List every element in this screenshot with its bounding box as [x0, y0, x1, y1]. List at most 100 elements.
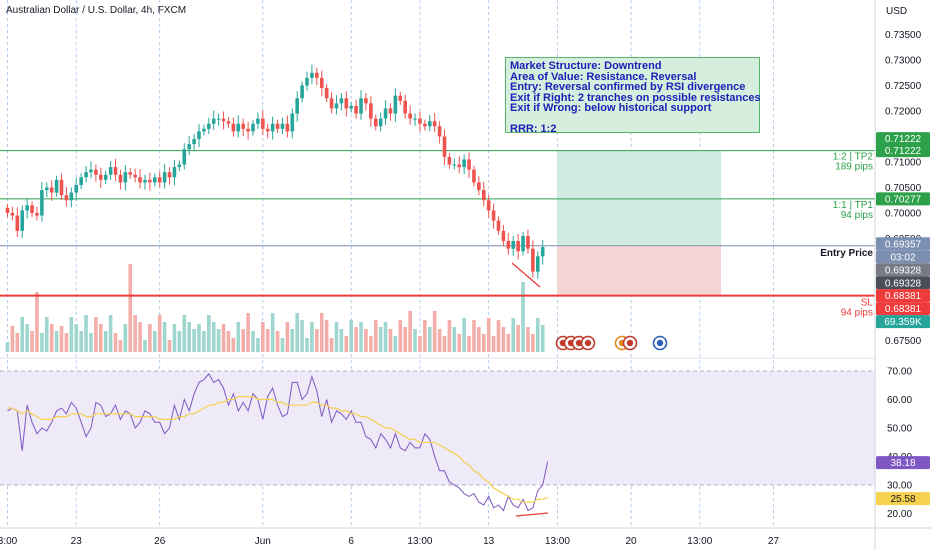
candle: [506, 241, 511, 249]
candle: [373, 118, 378, 127]
rsi-value-tag-bg: [876, 456, 930, 470]
candle: [172, 167, 177, 178]
volume-bar: [246, 313, 250, 352]
note-line: Entry: Reversal confirmed by RSI diverge…: [510, 81, 746, 93]
sl-price-tag-2: 0.68381: [885, 304, 922, 315]
volume-bar: [35, 292, 39, 352]
candle: [118, 174, 123, 183]
candle: [403, 100, 408, 114]
candle: [378, 118, 383, 127]
volume-bar: [398, 320, 403, 352]
volume-bar: [221, 324, 226, 352]
candle: [153, 177, 157, 183]
candle: [270, 123, 275, 132]
volume-bar: [69, 317, 74, 352]
candle: [359, 98, 363, 114]
volume-bar: [447, 320, 452, 352]
volume-bar: [177, 331, 182, 352]
entry-price-tag: 0.69357: [885, 239, 922, 250]
candle: [290, 113, 295, 132]
volume-bar: [128, 264, 133, 352]
volume-tag-bg: [876, 315, 930, 329]
candle: [295, 98, 299, 114]
volume-bar: [501, 327, 506, 352]
time-axis[interactable]: 3:00 23 26 Jun 6 13:00 13 13:00 20 13:00 27: [0, 527, 932, 547]
time-tick-label: 27: [768, 536, 780, 547]
candle: [177, 164, 182, 168]
volume-tag: 69.359K: [884, 317, 922, 328]
currency-label: USD: [886, 6, 907, 17]
volume-bar: [452, 327, 457, 352]
sl-label: SL: [861, 298, 874, 309]
candle: [329, 98, 334, 109]
volume-bar: [123, 324, 128, 352]
volume-bar: [54, 331, 59, 352]
candle: [148, 179, 152, 183]
volume-bar: [216, 329, 221, 352]
candle: [162, 172, 167, 183]
candle: [432, 121, 437, 127]
trade-plan-note[interactable]: Market Structure: Downtrend Area of Valu…: [505, 57, 761, 134]
volume-bar: [457, 334, 462, 352]
volume-bar: [197, 324, 201, 352]
volume-bar: [383, 322, 388, 352]
note-line: Exit if Right: 2 tranches on possible re…: [510, 91, 761, 104]
volume-bar: [432, 311, 437, 352]
volume-bar: [15, 333, 20, 352]
volume-bar: [143, 340, 147, 352]
candle: [447, 156, 452, 165]
volume-bar: [84, 315, 88, 352]
candlesticks: [5, 64, 545, 288]
candle: [207, 123, 211, 129]
entry-price-tag-bg: [876, 237, 930, 251]
volume-bar: [231, 338, 236, 352]
volume-bar: [192, 329, 196, 352]
volume-bar: [540, 325, 545, 352]
rsi-ma-value-tag: 25.58: [890, 494, 915, 505]
candle: [285, 123, 290, 132]
volume-bar: [506, 334, 511, 352]
volume-bar: [334, 322, 339, 352]
candle: [427, 121, 432, 127]
candle: [472, 169, 476, 183]
candle: [133, 174, 137, 178]
volume-bar: [265, 329, 270, 352]
volume-bar: [521, 282, 525, 352]
candle: [251, 123, 255, 132]
volume-bar: [79, 331, 83, 352]
volume-bar: [103, 331, 108, 352]
price-tick-label: 0.73500: [885, 30, 922, 41]
volume-bar: [236, 322, 241, 352]
volume-bar: [280, 338, 285, 352]
volume-bar: [44, 317, 49, 352]
last-price-tag: 0.69328: [885, 265, 922, 276]
tp2-price-tag-2-bg: [876, 144, 930, 158]
time-tick-label: 3:00: [0, 536, 18, 547]
candle: [305, 77, 309, 86]
tp2-price-tag-2: 0.71222: [885, 146, 922, 157]
volume-bar: [373, 320, 378, 352]
volume-bar: [241, 329, 245, 352]
volume-bar: [207, 315, 211, 352]
volume-bar: [167, 340, 172, 352]
candle: [54, 179, 59, 193]
tp1-pips-label: 94 pips: [841, 210, 873, 221]
volume-bar: [108, 315, 113, 352]
candle: [25, 205, 29, 211]
candle: [423, 123, 427, 127]
candle: [94, 169, 98, 175]
tp1-label: 1:1 | TP1: [833, 200, 874, 211]
candle: [138, 177, 142, 183]
sl-price-tag-2-bg: [876, 302, 930, 316]
price-tick-label: 0.73000: [885, 56, 922, 67]
candle: [280, 123, 285, 129]
volume-bar: [324, 320, 329, 352]
volume-bar: [138, 322, 142, 352]
chart-title: Australian Dollar / U.S. Dollar, 4h, FXC…: [6, 5, 187, 16]
candle: [74, 184, 79, 193]
price-tick-label: 0.67500: [885, 336, 922, 347]
candle: [442, 136, 447, 157]
